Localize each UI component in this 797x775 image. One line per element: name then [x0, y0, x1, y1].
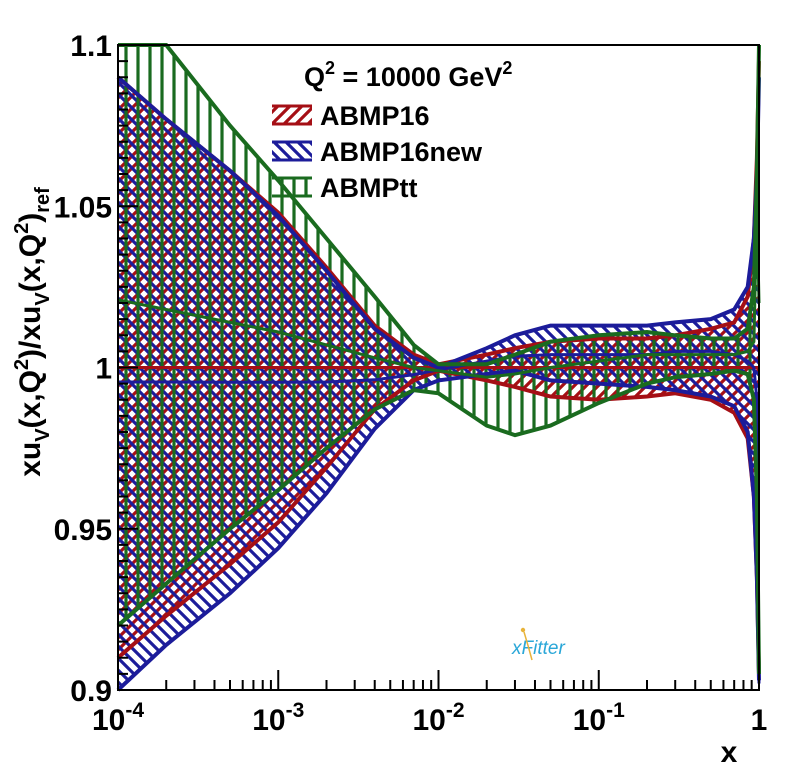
y-tick-label: 1.1	[70, 30, 112, 63]
central-line-abmptt	[117, 206, 761, 379]
legend-swatch	[272, 142, 312, 160]
legend-entry-abmp16: ABMP16	[272, 101, 430, 131]
x-axis-title: x	[721, 736, 738, 769]
lower-line-abmp16	[116, 368, 761, 674]
ticks-layer	[117, 44, 760, 691]
xfitter-logo: xFitter	[511, 627, 565, 661]
upper-line-abmp16new	[116, 75, 761, 370]
y-axis-title: xuV(x,Q2)/xuV(x,Q2)ref	[11, 187, 54, 477]
upper-line-abmp16	[116, 61, 761, 367]
x-tick-label: 10-1	[573, 699, 625, 737]
legend-swatch	[272, 178, 312, 196]
x-tick-label: 10-4	[92, 699, 144, 737]
y-tick-label: 0.95	[54, 514, 112, 547]
xfitter-logo-mark	[523, 631, 533, 661]
bands-layer	[116, 43, 761, 692]
band-abmptt	[118, 45, 759, 674]
xfitter-logo-dot	[520, 627, 526, 633]
lower-line-abmp16new	[116, 368, 761, 692]
legend-label: ABMPtt	[320, 173, 417, 203]
lower-line-abmptt	[116, 368, 761, 674]
x-tick-label: 10-2	[412, 699, 464, 737]
legend-title: Q2 = 10000 GeV2	[304, 58, 512, 92]
x-tick-label: 1	[751, 704, 768, 737]
legend-label: ABMP16	[320, 101, 430, 131]
central-line-abmp16new	[118, 349, 761, 684]
y-tick-label: 0.9	[70, 675, 112, 708]
xfitter-logo-text: xFitter	[511, 638, 565, 659]
legend-entry-abmp16new: ABMP16new	[272, 137, 483, 167]
x-tick-label: 10-3	[252, 699, 304, 737]
legend-swatch	[272, 106, 312, 124]
legend-label: ABMP16new	[320, 137, 483, 167]
labels-layer: 10-4 10-3 10-2 10-1 1 0.9 0.95 1 1.05 1.1 x xuV(x,Q…	[11, 30, 767, 769]
y-tick-label: 1	[95, 353, 112, 386]
y-tick-label: 1.05	[54, 191, 112, 224]
legend: Q2 = 10000 GeV2 ABMP16 ABMP16new ABMPtt	[272, 58, 512, 203]
legend-entry-abmptt: ABMPtt	[272, 173, 417, 203]
